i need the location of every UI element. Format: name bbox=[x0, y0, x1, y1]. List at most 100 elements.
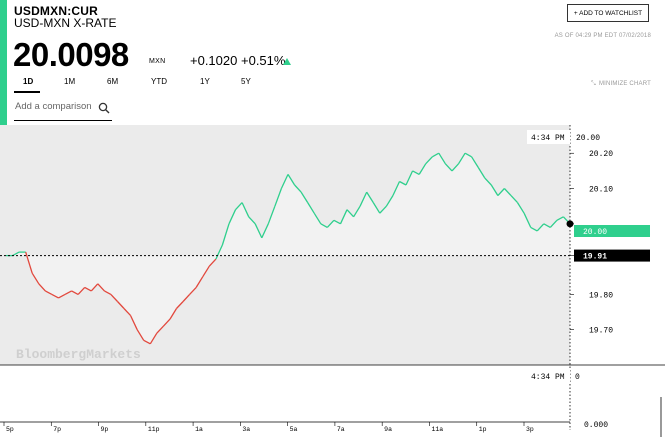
tab-1m[interactable]: 1M bbox=[64, 77, 76, 86]
series-segment bbox=[536, 223, 545, 232]
series-segment bbox=[484, 177, 492, 186]
series-segment bbox=[261, 223, 269, 239]
tab-1y[interactable]: 1Y bbox=[200, 77, 210, 86]
series-segment bbox=[215, 244, 223, 260]
series-segment bbox=[523, 212, 532, 228]
series-segment bbox=[287, 174, 296, 186]
as-of-timestamp: AS OF 04:29 PM EDT 07/02/2018 bbox=[554, 33, 651, 39]
tab-6m[interactable]: 6M bbox=[107, 77, 119, 86]
series-segment bbox=[451, 163, 459, 172]
series-segment bbox=[477, 167, 486, 179]
minimize-label: MINIMIZE CHART bbox=[598, 81, 651, 87]
series-segment bbox=[438, 152, 446, 165]
series-segment bbox=[300, 191, 309, 203]
tab-1d[interactable]: 1D bbox=[23, 77, 34, 86]
series-segment bbox=[44, 290, 53, 295]
series-segment bbox=[136, 329, 145, 341]
series-segment bbox=[490, 184, 499, 196]
active-tab-indicator bbox=[14, 91, 40, 93]
series-segment bbox=[510, 195, 518, 204]
series-segment bbox=[471, 156, 479, 168]
series-segment bbox=[425, 156, 433, 165]
volume-time-label: 4:34 PM bbox=[531, 373, 565, 382]
series-segment bbox=[418, 163, 427, 175]
series-segment bbox=[431, 152, 440, 158]
series-segment bbox=[248, 216, 256, 225]
series-segment bbox=[497, 188, 505, 197]
minimize-icon: ⤡ bbox=[590, 81, 596, 87]
series-segment bbox=[195, 276, 204, 288]
series-segment bbox=[77, 286, 86, 295]
series-segment bbox=[162, 318, 171, 327]
series-segment bbox=[516, 202, 525, 214]
series-segment bbox=[392, 181, 401, 196]
series-segment bbox=[228, 209, 237, 225]
series-segment bbox=[280, 174, 289, 189]
watermark: BloombergMarkets bbox=[16, 347, 141, 362]
y-tick-label: 20.10 bbox=[589, 186, 613, 195]
chart-grid bbox=[570, 152, 574, 331]
series-segment bbox=[464, 152, 472, 158]
comparison-search bbox=[14, 98, 112, 121]
crosshair-time-box: 4:34 PM 20.00 bbox=[527, 130, 600, 144]
last-value-marker bbox=[574, 225, 650, 237]
price-chart[interactable]: 20.20 20.10 19.80 19.70 4:34 PM 20.00 20.00… bbox=[0, 125, 665, 441]
y-axis: 20.20 20.10 19.80 19.70 bbox=[589, 150, 613, 335]
series-segment bbox=[399, 180, 407, 186]
series-segment bbox=[254, 223, 263, 239]
series-segment bbox=[38, 283, 46, 292]
x-tick-label: 9a bbox=[384, 426, 392, 433]
tab-ytd[interactable]: YTD bbox=[151, 77, 167, 86]
price-change: +0.1020 bbox=[190, 53, 238, 68]
x-tick-label: 11a bbox=[431, 426, 443, 433]
series-segment bbox=[64, 290, 72, 295]
series-segment bbox=[104, 290, 112, 295]
series-segment bbox=[543, 223, 551, 228]
series-segment bbox=[379, 205, 387, 214]
y-tick-label: 19.80 bbox=[589, 291, 613, 300]
series-segment bbox=[444, 163, 453, 172]
series-segment bbox=[274, 188, 283, 207]
tab-5y[interactable]: 5Y bbox=[241, 77, 251, 86]
series-segment bbox=[353, 205, 361, 218]
series-segment bbox=[25, 251, 33, 274]
series-segment bbox=[346, 209, 355, 218]
volume-crosshair-box: 4:34 PM 0 bbox=[527, 369, 580, 383]
series-segment bbox=[405, 170, 414, 186]
currency-unit: MXN bbox=[149, 58, 166, 65]
series-segment bbox=[235, 202, 243, 211]
x-tick-label: 3a bbox=[242, 426, 250, 433]
series-segment bbox=[110, 293, 118, 302]
series-segment bbox=[556, 216, 564, 221]
series-segment bbox=[149, 332, 158, 345]
search-icon[interactable] bbox=[98, 102, 110, 114]
y-tick-label: 19.70 bbox=[589, 327, 613, 336]
series-segment bbox=[143, 339, 151, 345]
series-segment bbox=[90, 283, 99, 292]
previous-close-label: 19.91 bbox=[583, 253, 607, 262]
series-segment bbox=[294, 184, 302, 193]
series-segment bbox=[313, 212, 322, 225]
x-tick-label: 1a bbox=[195, 426, 203, 433]
x-tick-label: 7p bbox=[53, 426, 61, 433]
ticker-symbol: USDMXN:CUR bbox=[14, 4, 98, 18]
crosshair-time-label: 4:34 PM bbox=[531, 134, 565, 143]
series-segment bbox=[176, 301, 184, 309]
x-tick-label: 1p bbox=[479, 426, 487, 433]
series-segment bbox=[307, 202, 315, 214]
x-tick-label: 5p bbox=[6, 426, 14, 433]
series-segment bbox=[320, 223, 328, 228]
comparison-input[interactable] bbox=[15, 101, 95, 112]
series-segment bbox=[12, 251, 20, 257]
y-tick-label: 20.20 bbox=[589, 150, 613, 159]
volume-top-label: 0 bbox=[575, 373, 580, 382]
series-segment bbox=[84, 286, 92, 292]
series-segment bbox=[385, 195, 394, 207]
volume-bottom-label: 0.000 bbox=[584, 421, 608, 430]
minimize-chart-button[interactable]: ⤡ MINIMIZE CHART bbox=[591, 81, 651, 88]
add-to-watchlist-button[interactable]: + ADD TO WATCHLIST bbox=[567, 4, 649, 22]
x-tick-label: 11p bbox=[148, 426, 160, 433]
series-segment bbox=[189, 286, 197, 295]
crosshair-value-label: 20.00 bbox=[576, 134, 600, 143]
series-segment bbox=[51, 293, 59, 299]
